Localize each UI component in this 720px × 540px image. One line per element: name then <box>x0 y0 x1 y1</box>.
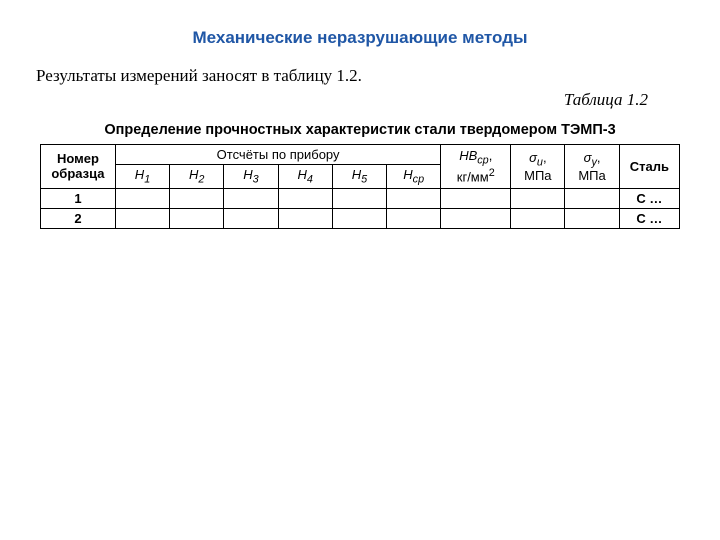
cell-hb <box>441 208 511 228</box>
cell-n: 2 <box>41 208 116 228</box>
cell-hcp <box>387 208 441 228</box>
page-heading: Механические неразрушающие методы <box>32 28 688 48</box>
cell-h3 <box>224 188 278 208</box>
col-sample-number: Номер образца <box>41 145 116 189</box>
cell-steel: С … <box>619 208 679 228</box>
table-body: 1 С … 2 С … <box>41 188 680 228</box>
cell-n: 1 <box>41 188 116 208</box>
col-h4: H4 <box>278 165 332 189</box>
col-h5: H5 <box>332 165 386 189</box>
cell-h1 <box>115 188 169 208</box>
table-label: Таблица 1.2 <box>32 90 688 110</box>
table-row: 1 С … <box>41 188 680 208</box>
col-h2: H2 <box>170 165 224 189</box>
intro-text: Результаты измерений заносят в таблицу 1… <box>32 66 688 86</box>
cell-sigma-u <box>511 188 565 208</box>
col-steel: Сталь <box>619 145 679 189</box>
col-h1: H1 <box>115 165 169 189</box>
cell-h4 <box>278 188 332 208</box>
cell-h5 <box>332 188 386 208</box>
header-row-1: Номер образца Отсчёты по прибору HBср, к… <box>41 145 680 165</box>
cell-h2 <box>170 208 224 228</box>
col-sigma-y: σy, МПа <box>565 145 619 189</box>
cell-sigma-u <box>511 208 565 228</box>
cell-h5 <box>332 208 386 228</box>
cell-sigma-y <box>565 208 619 228</box>
col-hcp: Hср <box>387 165 441 189</box>
cell-h1 <box>115 208 169 228</box>
cell-hcp <box>387 188 441 208</box>
col-sigma-u: σu, МПа <box>511 145 565 189</box>
cell-h4 <box>278 208 332 228</box>
col-readings-group: Отсчёты по прибору <box>115 145 440 165</box>
cell-hb <box>441 188 511 208</box>
table-row: 2 С … <box>41 208 680 228</box>
cell-h3 <box>224 208 278 228</box>
col-h3: H3 <box>224 165 278 189</box>
cell-sigma-y <box>565 188 619 208</box>
table-caption: Определение прочностных характеристик ст… <box>32 122 688 138</box>
measurement-table: Номер образца Отсчёты по прибору HBср, к… <box>40 144 680 229</box>
cell-steel: С … <box>619 188 679 208</box>
col-hb: HBср, кг/мм2 <box>441 145 511 189</box>
cell-h2 <box>170 188 224 208</box>
